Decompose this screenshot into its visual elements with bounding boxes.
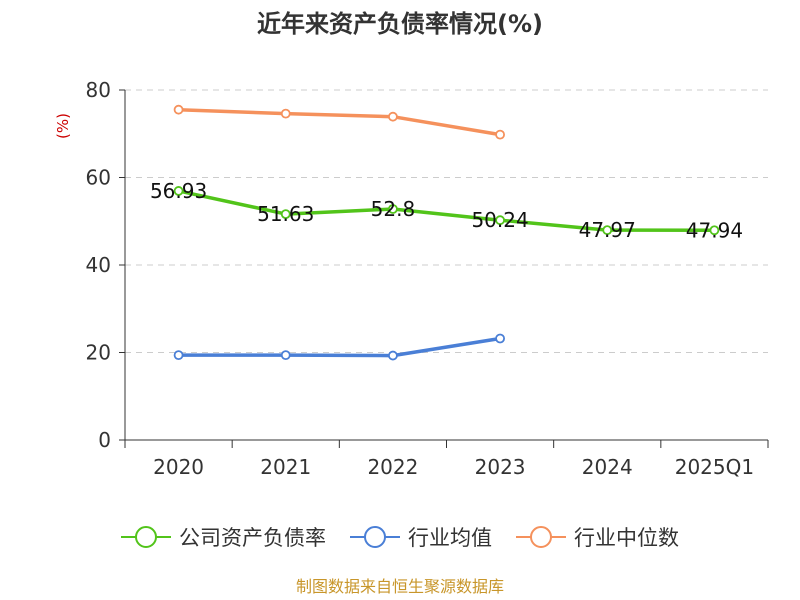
data-point [173,186,184,196]
legend-item: 行业均值 [350,526,492,550]
x-tick-label: 2022 [367,455,418,479]
data-point [280,350,291,361]
x-tick-label: 2024 [582,455,633,479]
axes: 0 20 40 60 80 2020 2021 2022 2023 2024 2025Q1 [86,78,769,479]
data-point [280,108,291,119]
data-label: 56.93 [150,179,207,203]
y-tick-label: 0 [98,428,111,452]
data-point [173,350,184,361]
data-label: 51.63 [257,202,314,226]
legend-item: 行业中位数 [516,526,679,550]
x-tick-label: 2025Q1 [675,455,754,479]
chart-title: 近年来资产负债率情况(%) [257,10,543,38]
legend-item: 公司资产负债率 [121,526,326,550]
series-line [176,189,717,233]
x-tick-label: 2023 [475,455,526,479]
data-point [388,350,398,361]
y-tick-label: 80 [86,78,111,102]
data-label: 52.8 [371,197,416,221]
series-line [176,107,502,137]
legend-label: 行业均值 [408,526,492,550]
legend-label: 行业中位数 [574,526,679,550]
data-point [602,225,613,236]
y-tick-label: 20 [86,341,111,365]
legend-marker-icon [135,526,157,548]
data-point [495,333,505,344]
data-label: 47.94 [686,218,743,242]
data-label: 50.24 [471,208,528,232]
y-tick-label: 40 [86,253,111,277]
data-point [388,204,398,214]
y-axis-label: (%) [54,113,72,139]
legend-marker-icon [364,526,386,548]
data-labels: 56.93 51.63 52.8 50.24 47.97 47.94 [150,179,743,242]
data-point [173,104,184,115]
series-lines [173,104,720,361]
data-point [280,209,291,220]
data-point [495,215,505,226]
legend-marker-icon [530,526,552,548]
data-point [388,111,398,122]
x-tick-label: 2020 [153,455,204,479]
series-line [176,336,502,358]
y-tick-label: 60 [86,166,111,190]
legend-label: 公司资产负债率 [179,526,326,550]
gridlines [125,89,768,353]
legend: 公司资产负债率 行业均值 行业中位数 [121,526,679,550]
source-note: 制图数据来自恒生聚源数据库 [296,577,504,596]
data-point [709,225,720,236]
x-tick-label: 2021 [260,455,311,479]
data-label: 47.97 [579,218,636,242]
data-point [495,129,505,140]
